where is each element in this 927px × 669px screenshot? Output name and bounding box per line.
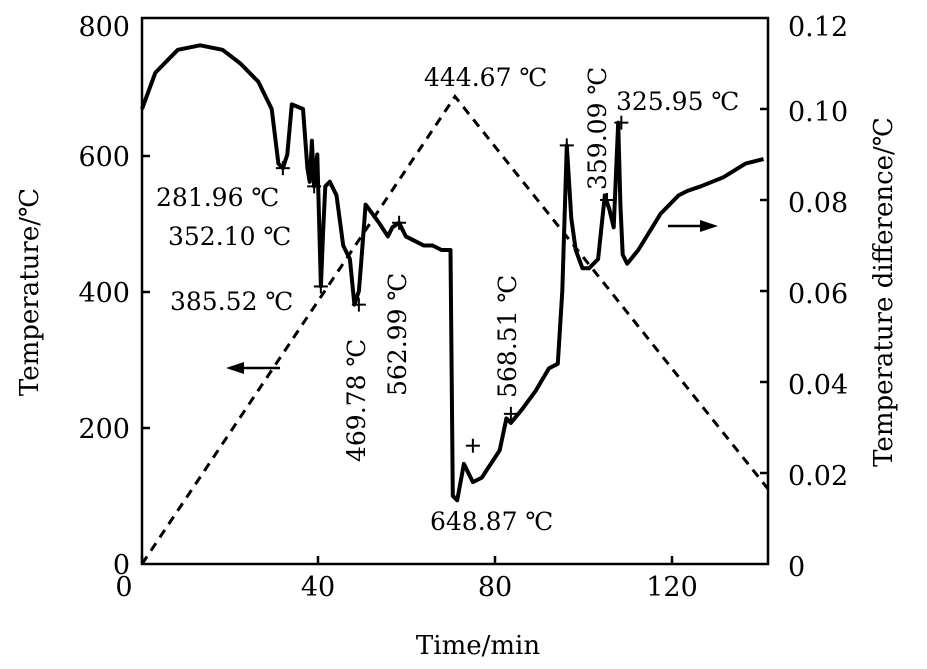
- x-tick-labels: 0 40 80 120: [115, 572, 697, 603]
- annotation: 359.09 ℃: [583, 67, 612, 190]
- annotation: 568.51 ℃: [493, 275, 522, 398]
- peak-marker: [614, 115, 629, 130]
- x-tick-label: 80: [478, 572, 512, 603]
- right-axis-arrow-head: [700, 220, 718, 232]
- y-right-tick-label: 0.02: [788, 461, 848, 492]
- annotation-peak-temperature: 444.67 ℃: [424, 63, 547, 92]
- marker-layer: [275, 115, 629, 453]
- y-left-tick-labels: 0 200 400 600 800: [78, 12, 130, 581]
- annotation: 352.10 ℃: [168, 222, 291, 251]
- peak-marker: [313, 279, 328, 294]
- y-left-axis-label: Temperature/℃: [15, 188, 45, 396]
- peak-marker: [600, 193, 615, 207]
- axis-ticks: [140, 107, 768, 564]
- peak-marker: [503, 406, 518, 421]
- y-right-tick-label: 0.12: [788, 12, 848, 43]
- peak-marker: [465, 438, 480, 453]
- annotation: 281.96 ℃: [156, 183, 279, 212]
- temperature-difference-series-line: [140, 43, 764, 503]
- left-axis-arrow: [226, 362, 280, 374]
- peak-marker: [307, 179, 322, 194]
- annotation: 469.78 ℃: [342, 339, 371, 462]
- y-right-tick-label: 0.08: [788, 188, 848, 219]
- y-right-axis-label: Temperature difference/℃: [869, 117, 899, 467]
- peak-marker: [275, 161, 290, 176]
- y-left-tick-label: 600: [78, 142, 130, 173]
- y-right-tick-label: 0.10: [788, 97, 848, 128]
- temperature-series-line: [140, 93, 770, 565]
- annotation: 648.87 ℃: [430, 507, 553, 536]
- x-tick-label: 40: [301, 572, 335, 603]
- peak-marker: [351, 297, 366, 312]
- series-layer: [140, 43, 770, 565]
- y-left-tick-label: 800: [78, 12, 130, 43]
- peak-marker: [392, 215, 407, 230]
- x-axis-label: Time/min: [416, 631, 540, 661]
- y-right-tick-labels: 0 0.02 0.04 0.06 0.08 0.10 0.12: [788, 12, 848, 583]
- x-tick-label: 120: [646, 572, 698, 603]
- left-axis-arrow-head: [226, 362, 244, 374]
- right-axis-arrow: [668, 220, 718, 232]
- annotation: 562.99 ℃: [383, 273, 412, 396]
- x-tick-label: 0: [115, 572, 132, 603]
- annotation: 325.95 ℃: [616, 87, 739, 116]
- peak-marker: [559, 138, 574, 153]
- annotation: 385.52 ℃: [170, 287, 293, 316]
- y-right-tick-label: 0.06: [788, 279, 848, 310]
- y-left-tick-label: 200: [78, 414, 130, 445]
- annotations: 444.67 ℃ 281.96 ℃ 352.10 ℃ 385.52 ℃ 469.…: [156, 63, 739, 536]
- y-left-tick-label: 0: [113, 550, 130, 581]
- y-left-tick-label: 400: [78, 278, 130, 309]
- y-right-tick-label: 0.04: [788, 370, 848, 401]
- y-right-tick-label: 0: [788, 552, 805, 583]
